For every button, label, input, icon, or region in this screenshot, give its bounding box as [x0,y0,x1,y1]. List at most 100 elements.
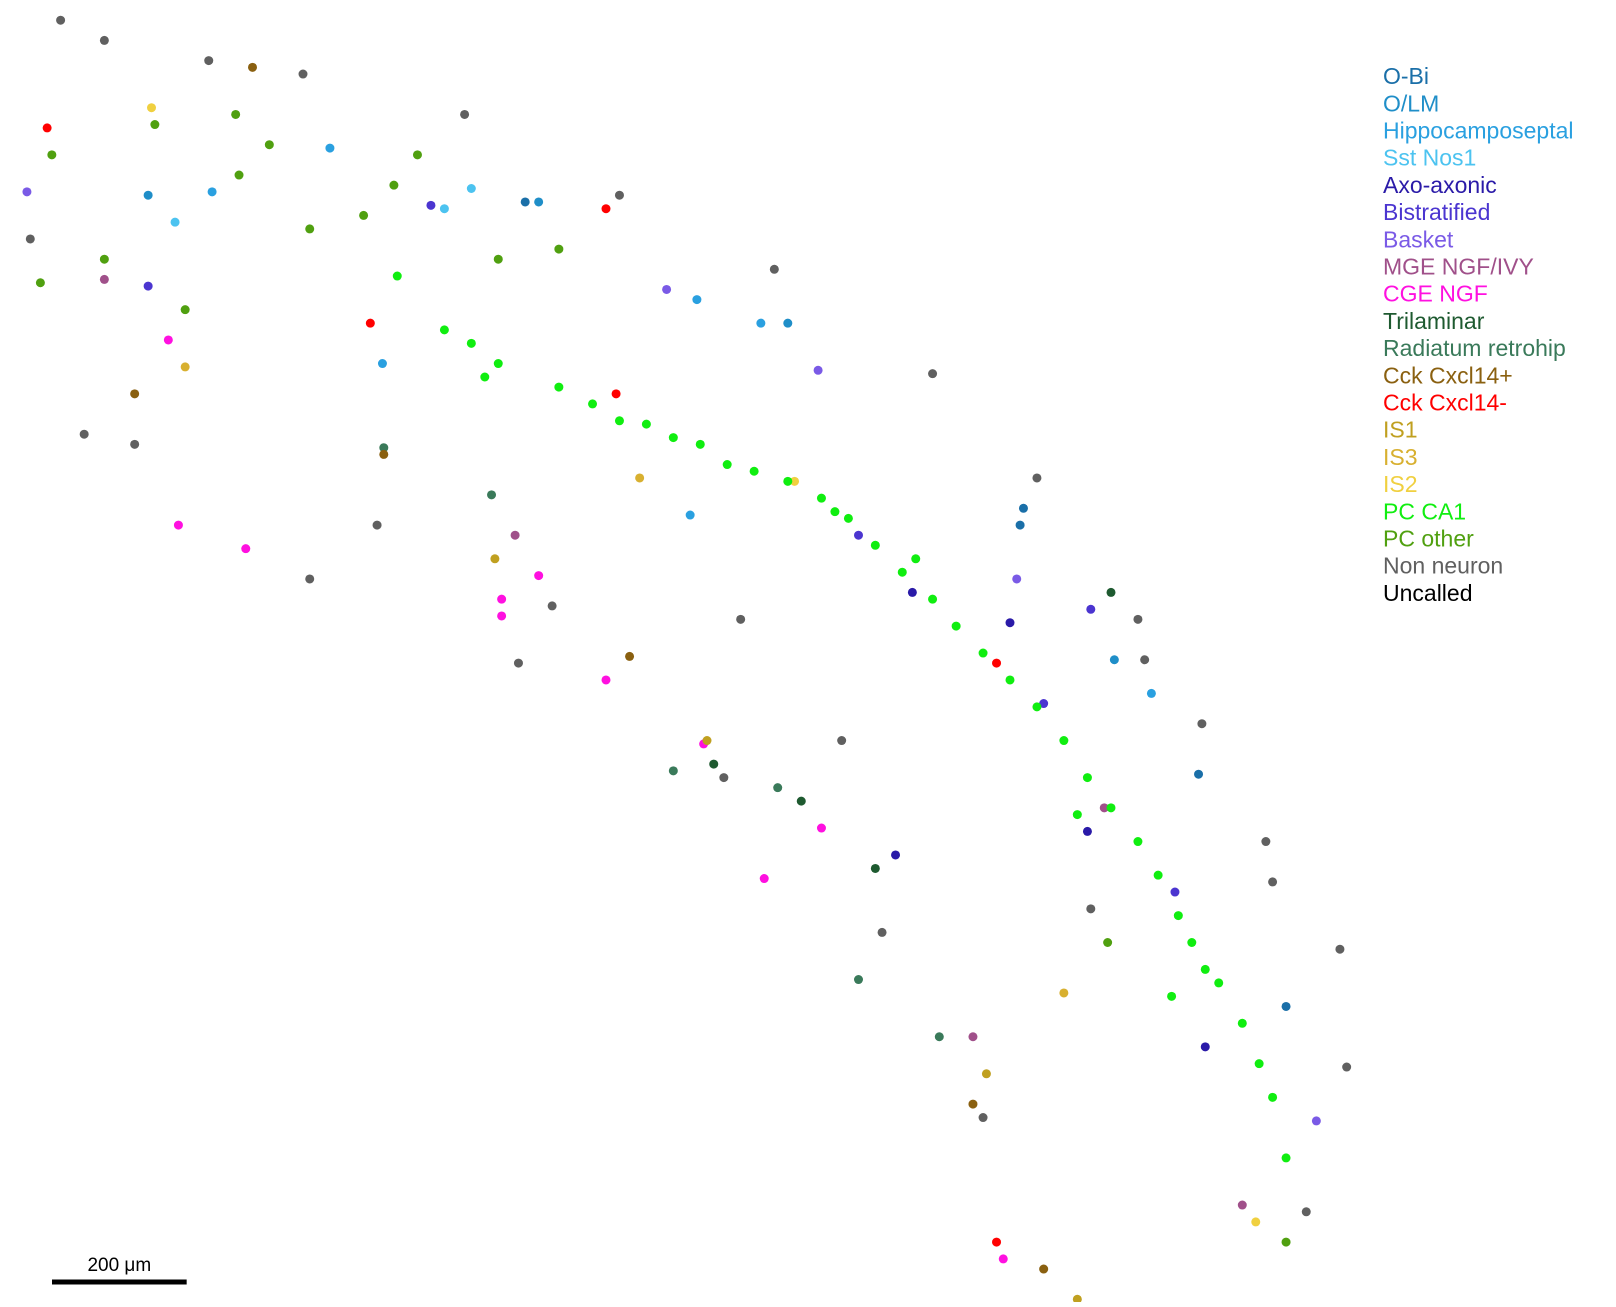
legend-entry: Cck Cxcl14- [1383,389,1507,415]
cell [796,796,806,806]
cell [1281,1001,1291,1011]
cell [99,35,109,45]
cell [1099,803,1109,813]
cell [1214,978,1224,988]
cell [392,271,402,281]
cell [1167,991,1177,1001]
cell [143,281,153,291]
cell [248,62,257,72]
cell [554,382,564,392]
cell [692,295,702,305]
legend-entry: MGE NGF/IVY [1383,253,1534,279]
cell [520,197,530,207]
cell [928,594,938,604]
cell [493,254,503,264]
legend-entry: Cck Cxcl14+ [1383,362,1513,388]
cell [601,204,611,214]
cell [911,554,921,564]
cell [1281,1237,1291,1247]
cell [891,850,901,860]
cell [614,190,624,200]
cell [1173,911,1183,921]
legend-entry: Hippocamposeptal [1383,117,1574,143]
cell [1005,675,1015,685]
cell [1082,773,1092,783]
cell [35,278,45,288]
cell [207,187,217,197]
cell [1254,1059,1264,1069]
cell [325,143,335,153]
legend-entry: Axo-axonic [1383,172,1497,198]
cell [736,614,746,624]
legend-entry: Bistratified [1383,199,1490,225]
cell [992,1237,1002,1247]
cell [1261,837,1271,847]
cell [231,109,241,119]
cell [487,490,497,500]
cell [1342,1062,1352,1072]
legend-entry: Sst Nos1 [1383,145,1476,171]
cell [1133,837,1143,847]
cell [42,123,52,133]
cell [816,493,826,503]
scale-label: 200 μm [87,1255,151,1276]
cell [365,318,375,328]
cell [466,338,476,348]
legend-entry: PC CA1 [1383,498,1466,524]
cell [722,460,732,470]
cell [614,416,624,426]
cell [1018,503,1028,513]
cell [1268,1092,1278,1102]
cell [870,540,880,550]
legend-entry: CGE NGF [1383,281,1488,307]
cell [830,507,840,517]
cell [981,1069,991,1079]
cell [298,69,308,79]
cell [513,658,523,668]
cell [773,783,783,793]
cell [1146,688,1156,698]
cell [749,466,759,476]
legend-entry: Radiatum retrohip [1383,335,1566,361]
cell [1311,1116,1321,1126]
cell [1039,699,1049,709]
cell [685,510,695,520]
cell [992,658,1002,668]
cell [1237,1200,1247,1210]
cell [389,180,399,190]
cell [163,335,173,345]
cell [150,120,160,130]
cell [534,571,544,581]
cell [1072,1294,1082,1304]
cell [1194,769,1204,779]
cell [1082,826,1092,836]
cell [359,210,369,220]
cell [547,601,557,611]
cell [813,365,823,375]
cell [305,574,315,584]
cell [1032,702,1042,712]
cell [99,254,109,264]
cell [968,1099,978,1109]
cell [180,305,190,315]
cell [625,651,635,661]
cell [305,224,315,234]
scale-bar: 200 μm [52,1255,187,1285]
cell [662,284,672,294]
legend-entry: IS2 [1383,471,1418,497]
cell [1032,473,1042,483]
cell [510,530,520,540]
cell [1140,655,1150,665]
cell [466,184,476,194]
cell [379,443,389,453]
cell [978,1113,988,1123]
legend-entry: Uncalled [1383,580,1473,606]
cell [1005,618,1015,628]
cell [1268,877,1278,887]
cell [130,439,140,449]
cell [934,1032,944,1042]
cell [907,587,917,597]
cell [702,736,712,746]
